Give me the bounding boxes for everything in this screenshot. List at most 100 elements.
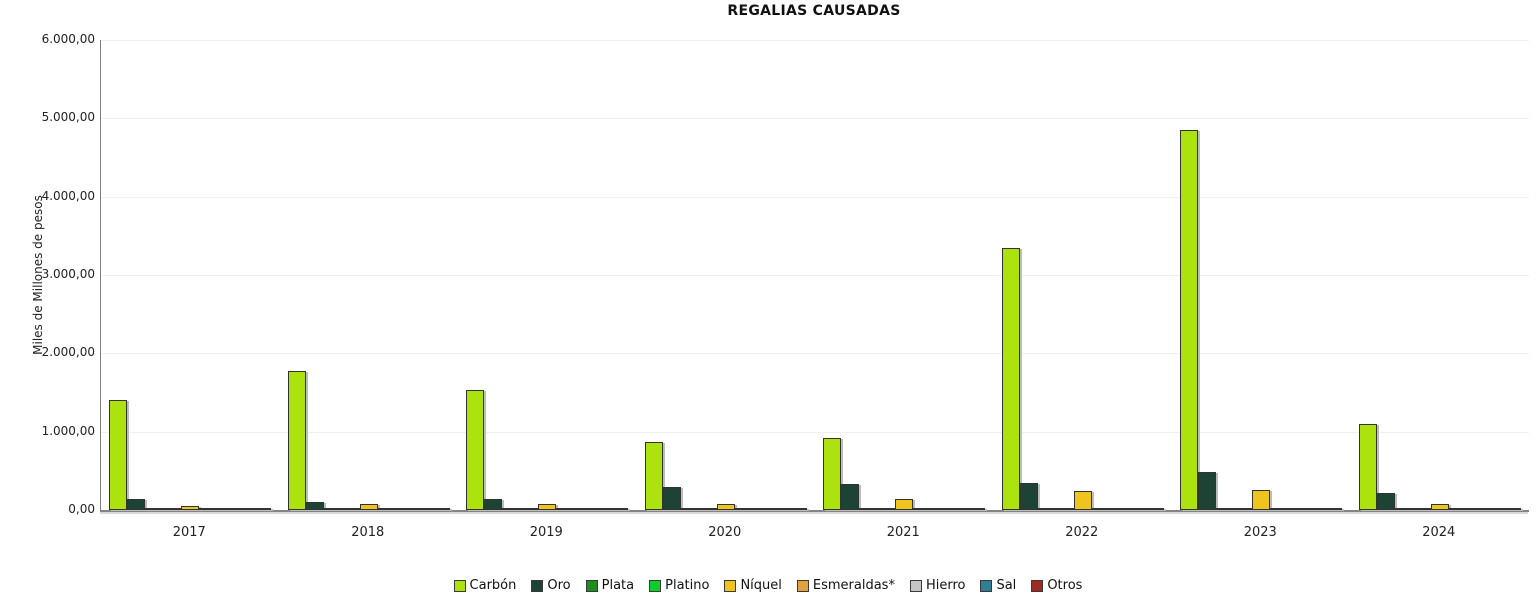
- legend-item-carbon: Carbón: [453, 578, 517, 593]
- bar-platino-2019: [520, 508, 539, 510]
- y-tick-label: 0,00: [68, 502, 95, 516]
- bar-otros-2017: [253, 508, 272, 510]
- legend-item-otros: Otros: [1031, 578, 1082, 593]
- bar-niquel-2024: [1430, 503, 1449, 510]
- legend-label: Otros: [1047, 578, 1083, 593]
- bar-sal-2021: [949, 508, 968, 510]
- bar-platino-2017: [163, 508, 182, 510]
- x-axis: 2017 2018 2019 2020 2021 2022 2023 2024: [100, 525, 1528, 540]
- legend-item-niquel: Níquel: [724, 578, 782, 593]
- bar-otros-2023: [1324, 507, 1343, 510]
- bar-hierro-2021: [931, 508, 950, 510]
- legend-swatch-hierro: [909, 579, 922, 592]
- legend-label: Oro: [547, 578, 571, 593]
- bar-platino-2023: [1234, 508, 1253, 510]
- bar-platino-2021: [877, 508, 896, 510]
- y-tick-label: 5.000,00: [41, 110, 95, 125]
- bar-niquel-2018: [359, 503, 378, 510]
- bar-hierro-2019: [574, 508, 593, 510]
- legend-item-hierro: Hierro: [909, 578, 966, 593]
- bar-oro-2021: [841, 483, 860, 510]
- legend-swatch-otros: [1031, 579, 1044, 592]
- bar-group-2020: [637, 40, 816, 510]
- bar-esmeraldas-2024: [1448, 508, 1467, 510]
- bar-hierro-2024: [1466, 508, 1485, 510]
- bar-carbon-2020: [644, 442, 663, 510]
- y-tick-label: 4.000,00: [41, 188, 95, 203]
- bar-otros-2022: [1145, 508, 1164, 510]
- legend-label: Carbón: [469, 578, 517, 593]
- bar-sal-2023: [1306, 508, 1325, 510]
- bar-oro-2020: [662, 487, 681, 510]
- legend-label: Plata: [601, 578, 635, 593]
- x-tick-label-2020: 2020: [708, 525, 742, 540]
- gridline: [101, 353, 1529, 355]
- bar-sal-2017: [235, 508, 254, 510]
- bar-plata-2021: [859, 508, 878, 510]
- x-tick-label-2024: 2024: [1422, 525, 1456, 540]
- bar-niquel-2017: [181, 506, 200, 510]
- bar-oro-2017: [127, 499, 146, 510]
- bar-hierro-2022: [1109, 508, 1128, 510]
- bar-plata-2018: [323, 508, 342, 510]
- x-tick-label-2017: 2017: [172, 525, 206, 540]
- legend-swatch-plata: [585, 579, 598, 592]
- bar-carbon-2022: [1001, 247, 1020, 510]
- bar-oro-2023: [1198, 472, 1217, 510]
- bar-carbon-2018: [287, 371, 306, 510]
- legend: Carbón Oro Plata Platino Níquel Esmeraldas* Hi…: [0, 578, 1536, 593]
- x-tick-label-2018: 2018: [351, 525, 385, 540]
- bar-hierro-2023: [1288, 508, 1307, 510]
- bar-platino-2020: [698, 508, 717, 510]
- bar-hierro-2018: [395, 508, 414, 510]
- bar-plata-2017: [145, 508, 164, 510]
- legend-label: Hierro: [925, 578, 966, 593]
- y-tick-label: 2.000,00: [41, 345, 95, 360]
- legend-label: Platino: [665, 578, 710, 593]
- bar-otros-2019: [610, 508, 629, 510]
- bar-group-2018: [280, 40, 459, 510]
- legend-item-esmeraldas: Esmeraldas*: [796, 578, 895, 593]
- bar-esmeraldas-2020: [734, 508, 753, 510]
- x-tick-label-2023: 2023: [1243, 525, 1277, 540]
- bar-group-2017: [101, 40, 280, 510]
- bar-otros-2020: [788, 508, 807, 510]
- legend-item-platino: Platino: [649, 578, 709, 593]
- gridline: [101, 431, 1529, 433]
- bar-otros-2024: [1502, 508, 1521, 510]
- legend-swatch-oro: [531, 579, 544, 592]
- legend-label: Níquel: [740, 578, 782, 593]
- x-tick-label-2022: 2022: [1065, 525, 1099, 540]
- gridline: [101, 196, 1529, 198]
- bar-esmeraldas-2021: [913, 508, 932, 510]
- bar-group-2019: [458, 40, 637, 510]
- bar-oro-2022: [1019, 482, 1038, 510]
- bar-niquel-2023: [1252, 489, 1271, 510]
- bar-platino-2018: [341, 508, 360, 510]
- bar-niquel-2019: [538, 503, 557, 510]
- bar-esmeraldas-2023: [1270, 508, 1289, 510]
- bar-niquel-2021: [895, 499, 914, 510]
- bar-otros-2018: [431, 508, 450, 510]
- bar-group-2023: [1172, 40, 1351, 510]
- y-tick-label: 6.000,00: [41, 32, 95, 46]
- bar-esmeraldas-2022: [1091, 508, 1110, 510]
- bar-oro-2024: [1376, 492, 1395, 510]
- bar-niquel-2020: [716, 503, 735, 510]
- bar-sal-2018: [413, 508, 432, 510]
- bar-oro-2019: [484, 498, 503, 510]
- bar-carbon-2024: [1358, 424, 1377, 510]
- y-axis: 0,00 1.000,00 2.000,00 3.000,00 4.000,00 5.00…: [0, 0, 95, 601]
- bar-sal-2022: [1127, 508, 1146, 510]
- legend-swatch-platino: [649, 579, 662, 592]
- legend-swatch-carbon: [453, 579, 466, 592]
- bar-plata-2019: [502, 508, 521, 510]
- bar-carbon-2017: [109, 399, 128, 510]
- x-axis-line-shadow: [100, 512, 1528, 514]
- legend-swatch-esmeraldas: [796, 579, 809, 592]
- x-tick-label-2019: 2019: [529, 525, 563, 540]
- bar-platino-2022: [1055, 508, 1074, 510]
- plot-area: [100, 40, 1529, 512]
- bar-hierro-2017: [217, 508, 236, 510]
